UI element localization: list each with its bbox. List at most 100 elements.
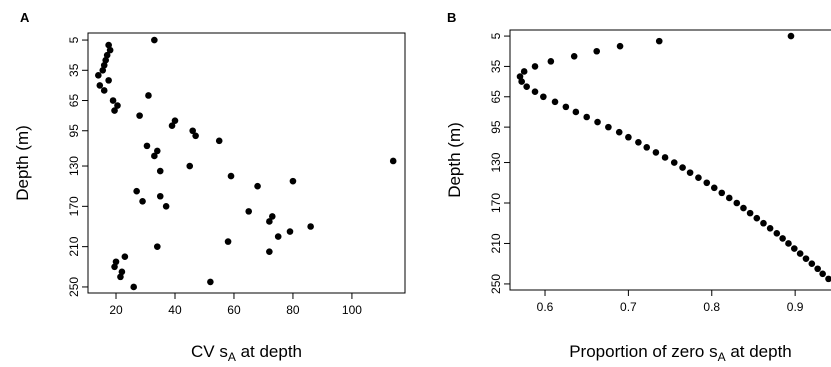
point: [703, 179, 711, 187]
point: [562, 103, 570, 111]
point: [802, 255, 810, 262]
point: [670, 159, 678, 166]
point: [643, 144, 651, 151]
point: [760, 219, 767, 227]
y-tick-label: 170: [67, 196, 81, 216]
x-axis-label-part: A: [228, 350, 236, 364]
point: [114, 102, 121, 109]
point: [186, 162, 194, 170]
plot-frame: [509, 29, 831, 291]
point: [99, 66, 107, 74]
point: [109, 97, 117, 104]
x-tick-label: 40: [168, 303, 182, 317]
point: [740, 204, 747, 212]
point: [616, 42, 624, 50]
point: [753, 214, 761, 222]
point: [207, 278, 214, 286]
x-axis-label-part: Proportion of zero s: [569, 342, 717, 361]
point: [570, 53, 578, 60]
point: [112, 258, 120, 266]
point: [652, 149, 660, 156]
y-tick-label: 210: [67, 236, 81, 256]
point: [118, 268, 126, 276]
point: [773, 230, 781, 237]
point: [102, 56, 109, 64]
point: [189, 127, 196, 135]
point: [105, 77, 112, 84]
point: [171, 117, 179, 124]
y-tick-label: 130: [67, 156, 81, 176]
point: [785, 240, 792, 247]
point: [168, 122, 176, 130]
point: [718, 189, 726, 197]
point: [95, 72, 102, 79]
point: [151, 36, 158, 44]
y-tick-label: 5: [67, 36, 81, 43]
point: [791, 245, 798, 252]
y-tick-label: 5: [489, 32, 503, 39]
point: [227, 172, 235, 180]
point: [679, 164, 686, 171]
x-axis-label-part: CV s: [191, 342, 228, 361]
x-tick-label: 80: [286, 303, 300, 317]
y-tick-label: 250: [489, 274, 503, 294]
point: [156, 167, 164, 175]
point: [531, 63, 539, 70]
point: [100, 61, 108, 69]
point: [796, 250, 804, 257]
x-axis-label-part: at depth: [726, 342, 792, 361]
point: [143, 142, 151, 150]
point: [572, 108, 580, 116]
y-axis-label: Depth (m): [445, 122, 464, 198]
y-tick-label: 170: [489, 193, 503, 213]
point: [583, 113, 591, 121]
point: [779, 235, 786, 242]
point: [635, 138, 642, 146]
y-tick-label: 130: [489, 152, 503, 172]
point: [594, 118, 601, 126]
point: [111, 263, 118, 271]
y-tick-label: 95: [489, 120, 503, 134]
point: [286, 228, 294, 235]
point: [266, 248, 273, 255]
point: [808, 260, 816, 267]
point: [819, 270, 826, 278]
point: [547, 58, 555, 65]
point: [133, 187, 140, 195]
point: [153, 147, 161, 155]
point: [162, 203, 170, 210]
y-tick-label: 65: [489, 90, 503, 104]
point: [153, 243, 161, 250]
point: [531, 88, 539, 96]
point: [139, 197, 146, 205]
point: [725, 194, 733, 202]
x-tick-label: 0.7: [620, 300, 637, 314]
plot-frame: [87, 32, 406, 294]
point: [192, 132, 199, 140]
x-tick-label: 0.6: [537, 300, 554, 314]
y-tick-label: 35: [489, 59, 503, 73]
point: [96, 82, 104, 89]
y-tick-label: 35: [67, 63, 81, 77]
point: [695, 174, 702, 182]
point: [746, 209, 754, 217]
point: [130, 283, 138, 291]
point: [523, 83, 530, 90]
point: [540, 93, 547, 101]
point: [625, 133, 632, 141]
point: [593, 47, 601, 55]
point: [787, 32, 795, 40]
point: [254, 182, 261, 190]
panel-label: B: [447, 10, 456, 25]
point: [215, 137, 223, 145]
y-tick-label: 250: [67, 277, 81, 297]
x-tick-label: 0.9: [787, 300, 804, 314]
point: [686, 169, 694, 176]
point: [551, 98, 559, 106]
point: [516, 73, 524, 80]
x-axis-label: Proportion of zero sA at depth: [569, 342, 792, 364]
y-tick-label: 210: [489, 233, 503, 253]
point: [518, 78, 525, 85]
